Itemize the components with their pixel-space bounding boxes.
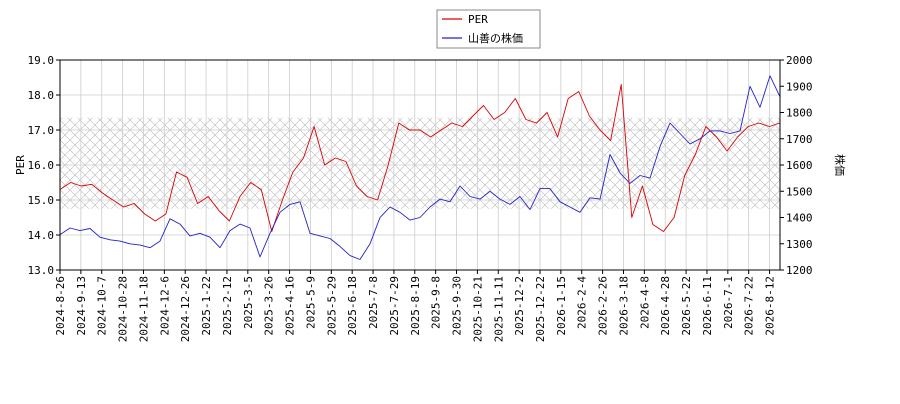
right-tick-label: 1300 — [786, 238, 813, 251]
left-tick-label: 18.0 — [28, 89, 55, 102]
x-tick-label: 2024-12-26 — [179, 276, 192, 342]
left-tick-label: 14.0 — [28, 229, 55, 242]
right-tick-label: 1800 — [786, 107, 813, 120]
right-tick-label: 1600 — [786, 159, 813, 172]
x-tick-label: 2025-12-22 — [534, 276, 547, 342]
x-tick-label: 2025-4-16 — [284, 276, 297, 336]
x-tick-label: 2024-10-7 — [96, 276, 109, 336]
left-tick-label: 17.0 — [28, 124, 55, 137]
right-axis-label: 株価 — [833, 154, 847, 176]
x-tick-label: 2026-1-15 — [555, 276, 568, 336]
left-axis-label: PER — [14, 155, 27, 175]
x-tick-label: 2026-6-11 — [701, 276, 714, 336]
legend-box — [436, 9, 541, 49]
right-tick-label: 1200 — [786, 264, 813, 277]
legend-per-label: PER — [468, 13, 488, 26]
x-tick-label: 2024-11-18 — [137, 276, 150, 342]
x-tick-label: 2025-6-18 — [346, 276, 359, 336]
x-tick-label: 2025-7-29 — [388, 276, 401, 336]
x-tick-label: 2026-3-18 — [617, 276, 630, 336]
shaded-band — [60, 117, 780, 209]
left-tick-label: 19.0 — [28, 54, 55, 67]
x-tick-label: 2025-9-30 — [451, 276, 464, 336]
legend-stock-label: 山善の株価 — [468, 31, 523, 45]
plot-frame — [59, 59, 781, 271]
left-tick-label: 15.0 — [28, 194, 55, 207]
stock-price-line — [59, 75, 781, 260]
left-tick-label: 13.0 — [28, 264, 55, 277]
x-tick-label: 2026-4-28 — [659, 276, 672, 336]
x-tick-label: 2025-1-22 — [200, 276, 213, 336]
per-line — [59, 84, 781, 232]
x-tick-label: 2025-3-5 — [242, 276, 255, 329]
x-tick-label: 2025-7-8 — [367, 276, 380, 329]
x-tick-label: 2026-8-12 — [764, 276, 777, 336]
x-tick-label: 2026-7-1 — [722, 276, 735, 329]
x-tick-label: 2026-4-8 — [638, 276, 651, 329]
right-tick-label: 1400 — [786, 212, 813, 225]
x-tick-label: 2025-5-29 — [325, 276, 338, 336]
right-tick-label: 1500 — [786, 185, 813, 198]
x-tick-label: 2025-10-21 — [471, 276, 484, 342]
x-tick-label: 2025-11-11 — [492, 276, 505, 342]
right-tick-label: 1700 — [786, 133, 813, 146]
x-tick-label: 2026-2-4 — [576, 276, 589, 329]
right-tick-label: 2000 — [786, 54, 813, 67]
x-tick-label: 2026-7-22 — [743, 276, 756, 336]
left-tick-label: 16.0 — [28, 159, 55, 172]
x-tick-label: 2024-10-28 — [117, 276, 130, 342]
x-tick-label: 2024-12-6 — [158, 276, 171, 336]
x-tick-label: 2025-3-26 — [263, 276, 276, 336]
x-tick-label: 2025-9-8 — [430, 276, 443, 329]
x-tick-label: 2025-12-2 — [513, 276, 526, 336]
x-tick-label: 2026-5-22 — [680, 276, 693, 336]
right-tick-label: 1900 — [786, 80, 813, 93]
x-tick-label: 2024-9-13 — [75, 276, 88, 336]
legend: PER 山善の株価 — [436, 9, 541, 49]
x-tick-label: 2025-2-12 — [221, 276, 234, 336]
x-tick-label: 2025-5-9 — [304, 276, 317, 329]
x-tick-label: 2024-8-26 — [54, 276, 67, 336]
x-tick-label: 2025-8-19 — [409, 276, 422, 336]
x-tick-label: 2026-2-26 — [597, 276, 610, 336]
